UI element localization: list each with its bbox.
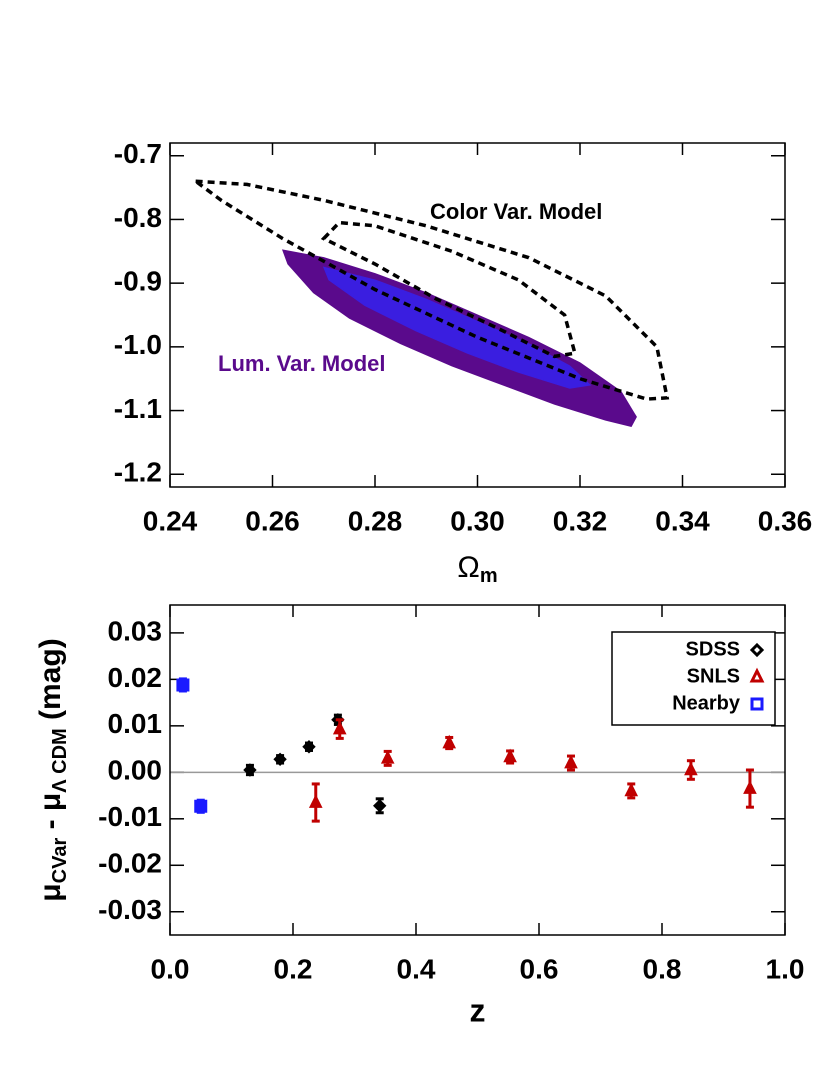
- y-tick-label: 0.03: [108, 615, 163, 646]
- y-tick-label: -0.8: [114, 202, 162, 233]
- x-tick-label: 0.32: [553, 505, 608, 536]
- data-point: [380, 750, 395, 764]
- x-axis-label: z: [470, 992, 486, 1028]
- contour: [320, 220, 578, 359]
- y-axis-label-part: (mag): [34, 638, 67, 728]
- x-axis-label-symbol: Ω: [457, 551, 479, 584]
- legend-marker: [749, 667, 765, 683]
- annotation: Lum. Var. Model: [218, 351, 385, 376]
- data-point: [176, 678, 190, 692]
- data-point: [373, 799, 387, 813]
- data-point: [273, 752, 287, 767]
- data-point: [503, 748, 517, 763]
- y-tick-label: -0.9: [114, 266, 162, 297]
- x-tick-label: 0.8: [643, 953, 682, 984]
- x-tick-label: 0.28: [348, 505, 403, 536]
- data-point: [194, 799, 208, 813]
- y-tick-label: 0.02: [108, 662, 163, 693]
- x-tick-label: 0.6: [520, 953, 559, 984]
- x-axis-label-subscript: m: [480, 565, 498, 587]
- y-axis-label-part: - μ: [34, 793, 67, 838]
- x-tick-label: 0.2: [274, 953, 313, 984]
- data-point: [624, 782, 639, 797]
- data-point: [243, 763, 257, 777]
- x-tick-label: 0.36: [758, 505, 813, 536]
- y-axis-label-part: Λ CDM: [49, 728, 71, 792]
- legend-box: [611, 631, 776, 726]
- y-tick-label: -1.2: [114, 457, 162, 488]
- data-point: [684, 761, 698, 776]
- y-tick-label: -1.0: [114, 329, 162, 360]
- plot-frame: [169, 142, 786, 488]
- legend-label: SDSS: [686, 638, 740, 660]
- y-tick-label: 0.00: [108, 755, 163, 786]
- y-tick-label: -1.1: [114, 393, 162, 424]
- data-point: [743, 780, 757, 794]
- data-point: [332, 720, 347, 735]
- y-tick-label: -0.02: [98, 848, 162, 879]
- x-tick-label: 1.0: [766, 953, 805, 984]
- data-point: [442, 734, 457, 749]
- y-tick-label: -0.7: [114, 138, 162, 169]
- x-tick-label: 0.4: [397, 953, 436, 984]
- x-tick-label: 0.0: [151, 953, 190, 984]
- x-tick-label: 0.26: [245, 505, 300, 536]
- y-tick-label: 0.01: [108, 708, 163, 739]
- legend-marker: [749, 642, 765, 658]
- data-point: [308, 794, 323, 808]
- contour: [189, 179, 670, 401]
- x-axis-label: Ωm: [457, 551, 497, 587]
- data-point: [564, 754, 578, 769]
- y-tick-label: -0.03: [98, 894, 162, 925]
- plot-frame: [169, 604, 786, 936]
- y-axis-label-part: μ: [34, 883, 67, 901]
- contour: [322, 266, 592, 389]
- y-axis-label: μCVar - μΛ CDM (mag): [34, 638, 71, 901]
- legend-label: SNLS: [687, 665, 740, 687]
- y-tick-label: -0.01: [98, 801, 162, 832]
- legend-marker: [750, 697, 764, 711]
- x-tick-label: 0.30: [450, 505, 505, 536]
- annotation: Color Var. Model: [430, 199, 602, 224]
- x-tick-label: 0.34: [655, 505, 710, 536]
- legend-label: Nearby: [672, 692, 741, 714]
- data-point: [302, 740, 316, 754]
- x-tick-label: 0.24: [143, 505, 198, 536]
- y-axis-label-part: CVar: [49, 838, 71, 884]
